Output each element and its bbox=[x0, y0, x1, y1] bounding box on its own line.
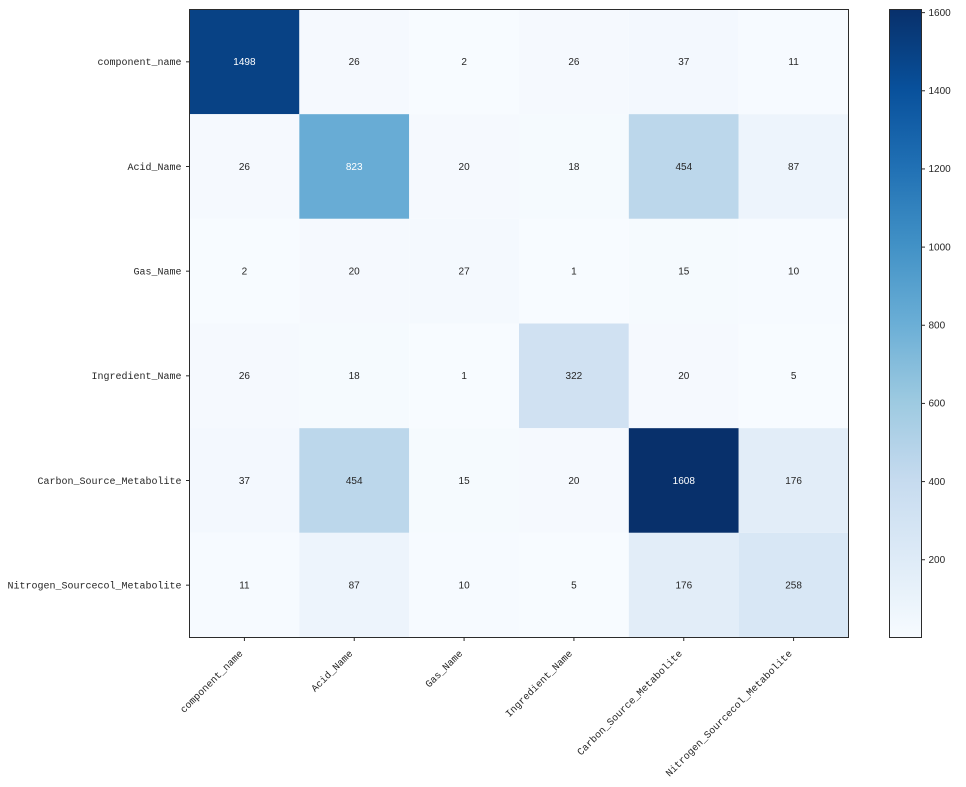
svg-text:1: 1 bbox=[571, 267, 577, 278]
svg-text:87: 87 bbox=[349, 581, 361, 592]
svg-text:20: 20 bbox=[678, 371, 690, 382]
svg-text:2: 2 bbox=[242, 267, 248, 278]
svg-text:18: 18 bbox=[349, 371, 361, 382]
svg-text:800: 800 bbox=[929, 321, 946, 332]
svg-text:26: 26 bbox=[568, 57, 580, 68]
svg-text:5: 5 bbox=[571, 581, 577, 592]
svg-text:823: 823 bbox=[346, 162, 363, 173]
svg-text:1000: 1000 bbox=[929, 242, 952, 253]
svg-text:37: 37 bbox=[678, 57, 690, 68]
svg-text:5: 5 bbox=[791, 371, 797, 382]
svg-text:10: 10 bbox=[459, 581, 471, 592]
svg-text:26: 26 bbox=[349, 57, 361, 68]
svg-text:2: 2 bbox=[461, 57, 467, 68]
svg-text:component_name: component_name bbox=[179, 649, 246, 716]
svg-text:Nitrogen_Sourcecol_Metabolite: Nitrogen_Sourcecol_Metabolite bbox=[664, 648, 796, 780]
svg-text:322: 322 bbox=[566, 371, 583, 382]
svg-text:Gas_Name: Gas_Name bbox=[424, 649, 466, 691]
svg-text:18: 18 bbox=[568, 162, 580, 173]
svg-text:Nitrogen_Sourcecol_Metabolite: Nitrogen_Sourcecol_Metabolite bbox=[7, 580, 181, 592]
svg-text:37: 37 bbox=[239, 476, 251, 487]
svg-text:1: 1 bbox=[461, 371, 467, 382]
svg-text:454: 454 bbox=[675, 162, 692, 173]
svg-text:Acid_Name: Acid_Name bbox=[127, 162, 181, 174]
svg-text:15: 15 bbox=[459, 476, 471, 487]
svg-text:200: 200 bbox=[929, 555, 946, 566]
svg-text:20: 20 bbox=[568, 476, 580, 487]
svg-text:600: 600 bbox=[929, 399, 946, 410]
svg-text:26: 26 bbox=[239, 371, 251, 382]
svg-text:27: 27 bbox=[459, 267, 471, 278]
svg-text:Gas_Name: Gas_Name bbox=[133, 267, 181, 278]
svg-text:176: 176 bbox=[785, 476, 802, 487]
svg-text:Carbon_Source_Metabolite: Carbon_Source_Metabolite bbox=[575, 648, 685, 758]
svg-text:400: 400 bbox=[929, 477, 946, 488]
svg-text:26: 26 bbox=[239, 162, 251, 173]
svg-text:Acid_Name: Acid_Name bbox=[309, 648, 356, 695]
svg-text:258: 258 bbox=[785, 581, 802, 592]
svg-text:20: 20 bbox=[459, 162, 471, 173]
svg-text:15: 15 bbox=[678, 267, 690, 278]
svg-text:1200: 1200 bbox=[929, 164, 952, 175]
svg-text:87: 87 bbox=[788, 162, 800, 173]
svg-text:Ingredient_Name: Ingredient_Name bbox=[91, 371, 181, 383]
svg-text:1400: 1400 bbox=[929, 86, 952, 97]
svg-text:1608: 1608 bbox=[673, 476, 696, 487]
svg-text:1600: 1600 bbox=[929, 8, 952, 19]
svg-text:component_name: component_name bbox=[97, 58, 181, 69]
svg-text:454: 454 bbox=[346, 476, 363, 487]
svg-text:11: 11 bbox=[788, 57, 799, 68]
svg-text:176: 176 bbox=[675, 581, 692, 592]
svg-text:1498: 1498 bbox=[233, 57, 256, 68]
svg-text:Ingredient_Name: Ingredient_Name bbox=[504, 648, 576, 720]
svg-text:11: 11 bbox=[239, 581, 250, 592]
svg-text:10: 10 bbox=[788, 267, 800, 278]
svg-text:20: 20 bbox=[349, 267, 361, 278]
svg-text:Carbon_Source_Metabolite: Carbon_Source_Metabolite bbox=[37, 476, 181, 488]
